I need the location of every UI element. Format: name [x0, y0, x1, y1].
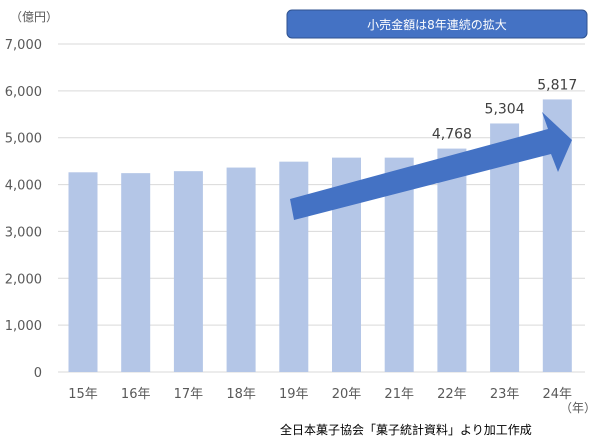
x-tick-label: 19年: [279, 387, 309, 402]
x-tick-label: 17年: [174, 387, 204, 402]
x-axis-unit: （年）: [560, 401, 596, 415]
data-label: 4,768: [432, 127, 472, 143]
data-label: 5,817: [537, 77, 577, 93]
y-tick-label: 2,000: [5, 272, 42, 287]
y-tick-label: 6,000: [5, 85, 42, 100]
y-tick-label: 5,000: [5, 132, 42, 147]
x-tick-label: 18年: [226, 387, 256, 402]
growth-trend-arrow: [290, 112, 572, 220]
annotation-text: 小売金額は8年連続の拡大: [367, 17, 507, 32]
y-tick-label: 3,000: [5, 225, 42, 240]
bar: [437, 148, 467, 372]
data-labels: 4,768 5,304 5,817: [432, 77, 577, 142]
bar: [173, 171, 203, 372]
y-tick-label: 1,000: [5, 319, 42, 334]
y-tick-label: 0: [34, 366, 42, 381]
bar: [121, 173, 151, 372]
bars: [68, 99, 572, 372]
y-tick-label: 7,000: [5, 38, 42, 53]
data-label: 5,304: [485, 101, 525, 117]
x-tick-label: 21年: [384, 387, 414, 402]
bar: [279, 161, 309, 372]
x-tick-label: 16年: [121, 387, 151, 402]
y-tick-label: 4,000: [5, 179, 42, 194]
x-tick-label: 22年: [437, 387, 467, 402]
x-tick-label: 24年: [543, 387, 573, 402]
bar: [68, 172, 98, 372]
x-tick-label: 20年: [332, 387, 362, 402]
x-tick-label: 23年: [490, 387, 520, 402]
y-axis-unit: （億円）: [10, 10, 58, 24]
bar: [226, 167, 256, 372]
x-tick-label: 15年: [68, 387, 98, 402]
source-note: 全日本菓子協会「菓子統計資料」より加工作成: [280, 422, 532, 437]
y-axis-ticks: 0 1,000 2,000 3,000 4,000 5,000 6,000 7,000: [5, 38, 42, 381]
annotation-badge: [286, 9, 588, 39]
x-axis-ticks: 15年 16年 17年 18年 19年 20年 21年 22年 23年 24年: [68, 387, 572, 402]
